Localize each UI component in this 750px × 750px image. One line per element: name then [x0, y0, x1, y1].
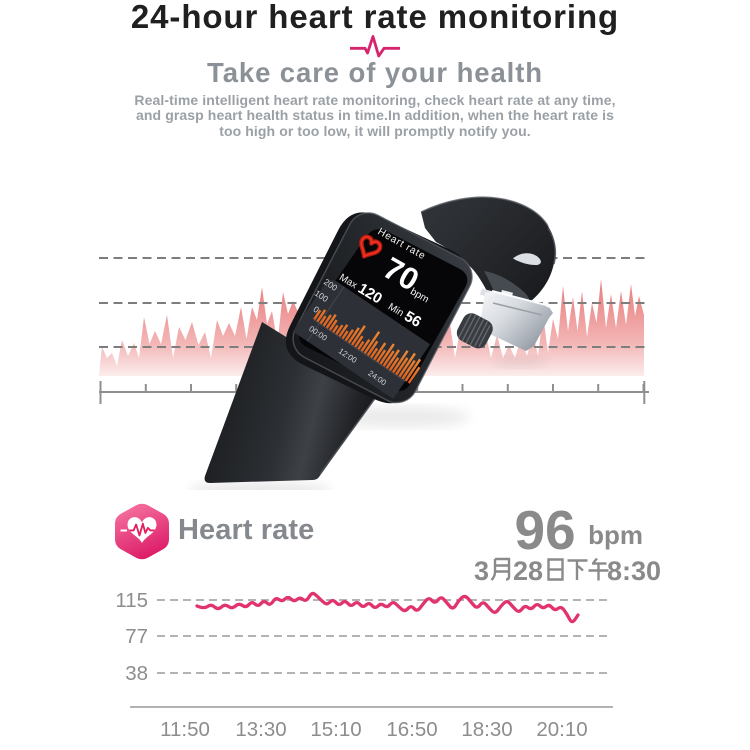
svg-text:18:30: 18:30 [461, 718, 512, 741]
svg-text:38: 38 [125, 662, 148, 685]
svg-text:20:10: 20:10 [536, 718, 587, 741]
svg-text:0: 0 [312, 304, 322, 315]
svg-text:115: 115 [115, 589, 148, 612]
svg-text:8:30: 8:30 [607, 556, 661, 586]
svg-text:3: 3 [474, 556, 489, 586]
svg-text:11:50: 11:50 [160, 718, 210, 741]
svg-text:77: 77 [125, 625, 148, 648]
svg-text:56: 56 [401, 308, 424, 331]
svg-text:13:30: 13:30 [235, 718, 286, 741]
svg-text:16:50: 16:50 [386, 718, 437, 741]
svg-text:28: 28 [513, 556, 543, 586]
svg-text:15:10: 15:10 [310, 718, 361, 741]
